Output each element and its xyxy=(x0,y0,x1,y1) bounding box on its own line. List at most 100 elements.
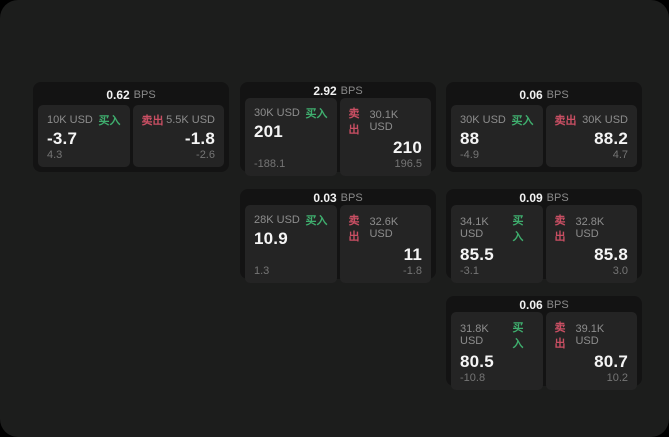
card-header: 0.06 BPS xyxy=(446,82,642,105)
sell-delta: 3.0 xyxy=(612,265,628,277)
buy-delta: 1.3 xyxy=(254,265,270,277)
sell-side-label: 卖出 xyxy=(348,108,360,136)
sell-side-label: 卖出 xyxy=(554,322,566,350)
sell-amount: 32.6K USD xyxy=(369,216,399,240)
buy-amount: 34.1K USD xyxy=(460,216,489,240)
card-header: 0.09 BPS xyxy=(446,189,642,205)
bps-unit-label: BPS xyxy=(546,299,569,311)
buy-tile[interactable]: 10K USD 买入 -3.7 4.3 xyxy=(38,105,130,167)
sell-price: 80.7 xyxy=(594,352,628,371)
buy-tile[interactable]: 30K USD 买入 201 -188.1 xyxy=(245,98,337,176)
sell-price: 88.2 xyxy=(594,129,628,148)
sell-side-label: 卖出 xyxy=(141,115,164,127)
sell-tile-header: 卖出 30.1K USD xyxy=(349,105,423,137)
bps-value: 0.09 xyxy=(519,191,543,205)
card-body: 31.8K USD 买入 80.5 -10.8 卖出 39.1K USD 80.… xyxy=(446,312,642,395)
bps-unit-label: BPS xyxy=(340,85,363,97)
sell-price: 85.8 xyxy=(594,245,628,264)
sell-amount: 30.1K USD xyxy=(369,109,399,133)
buy-side-label: 买入 xyxy=(98,115,121,127)
buy-delta: -10.8 xyxy=(460,372,486,384)
sell-amount: 32.8K USD xyxy=(575,216,605,240)
buy-delta: -3.1 xyxy=(460,265,479,277)
card-body: 30K USD 买入 201 -188.1 卖出 30.1K USD 210 1… xyxy=(240,98,436,181)
sell-delta: -2.6 xyxy=(196,149,215,161)
sell-tile-header: 卖出 30K USD xyxy=(555,112,629,128)
buy-side-label: 买入 xyxy=(512,322,524,350)
card-body: 34.1K USD 买入 85.5 -3.1 卖出 32.8K USD 85.8… xyxy=(446,205,642,288)
sell-tile[interactable]: 卖出 32.6K USD 11 -1.8 xyxy=(339,205,431,283)
buy-side-label: 买入 xyxy=(305,215,328,227)
sell-price: 210 xyxy=(393,138,422,157)
sell-amount: 30K USD xyxy=(582,114,628,126)
sell-tile[interactable]: 卖出 30.1K USD 210 196.5 xyxy=(339,98,431,176)
sell-tile-header: 卖出 32.8K USD xyxy=(555,212,629,244)
sell-delta: 196.5 xyxy=(394,158,422,170)
buy-tile-header: 30K USD 买入 xyxy=(460,112,534,128)
buy-tile-header: 31.8K USD 买入 xyxy=(460,319,534,351)
buy-tile[interactable]: 31.8K USD 买入 80.5 -10.8 xyxy=(451,312,543,390)
bps-value: 0.03 xyxy=(313,191,337,205)
quote-card: 2.92 BPS 30K USD 买入 201 -188.1 卖出 30.1K … xyxy=(240,82,436,176)
quote-card: 0.09 BPS 34.1K USD 买入 85.5 -3.1 卖出 32.8K… xyxy=(446,189,642,283)
quote-card: 0.06 BPS 30K USD 买入 88 -4.9 卖出 30K USD 8… xyxy=(446,82,642,172)
sell-tile-header: 卖出 32.6K USD xyxy=(349,212,423,244)
buy-tile-header: 34.1K USD 买入 xyxy=(460,212,534,244)
buy-side-label: 买入 xyxy=(512,215,524,243)
buy-delta: 4.3 xyxy=(47,149,63,161)
buy-price: 201 xyxy=(254,122,283,141)
bps-unit-label: BPS xyxy=(133,88,156,101)
card-header: 0.06 BPS xyxy=(446,296,642,312)
buy-amount: 30K USD xyxy=(460,114,506,126)
bps-unit-label: BPS xyxy=(546,192,569,204)
buy-amount: 30K USD xyxy=(254,107,300,119)
buy-price: 88 xyxy=(460,129,480,148)
sell-price: -1.8 xyxy=(184,129,215,148)
sell-tile-header: 卖出 39.1K USD xyxy=(555,319,629,351)
buy-tile-header: 28K USD 买入 xyxy=(254,212,328,228)
sell-side-label: 卖出 xyxy=(348,215,360,243)
bps-value: 0.62 xyxy=(106,87,130,102)
sell-side-label: 卖出 xyxy=(554,115,577,127)
quote-card: 0.03 BPS 28K USD 买入 10.9 1.3 卖出 32.6K US… xyxy=(240,189,436,283)
card-body: 28K USD 买入 10.9 1.3 卖出 32.6K USD 11 -1.8 xyxy=(240,205,436,288)
bps-unit-label: BPS xyxy=(340,192,363,204)
sell-tile[interactable]: 卖出 32.8K USD 85.8 3.0 xyxy=(545,205,637,283)
buy-price: 10.9 xyxy=(254,229,288,248)
sell-tile[interactable]: 卖出 30K USD 88.2 4.7 xyxy=(545,105,637,167)
sell-side-label: 卖出 xyxy=(554,215,566,243)
sell-price: 11 xyxy=(403,245,422,264)
buy-amount: 28K USD xyxy=(254,214,300,226)
buy-price: -3.7 xyxy=(47,129,78,148)
buy-price: 80.5 xyxy=(460,352,494,371)
buy-amount: 31.8K USD xyxy=(460,323,489,347)
buy-delta: -4.9 xyxy=(460,149,479,161)
card-body: 10K USD 买入 -3.7 4.3 卖出 5.5K USD -1.8 -2.… xyxy=(33,105,229,172)
buy-price: 85.5 xyxy=(460,245,494,264)
sell-delta: -1.8 xyxy=(403,265,422,277)
buy-tile-header: 10K USD 买入 xyxy=(47,112,121,128)
buy-tile[interactable]: 34.1K USD 买入 85.5 -3.1 xyxy=(451,205,543,283)
card-body: 30K USD 买入 88 -4.9 卖出 30K USD 88.2 4.7 xyxy=(446,105,642,172)
sell-delta: 4.7 xyxy=(612,149,628,161)
buy-side-label: 买入 xyxy=(305,108,328,120)
sell-amount: 39.1K USD xyxy=(575,323,605,347)
card-header: 0.62 BPS xyxy=(33,82,229,105)
card-header: 2.92 BPS xyxy=(240,82,436,98)
quote-card: 0.06 BPS 31.8K USD 买入 80.5 -10.8 卖出 39.1… xyxy=(446,296,642,390)
bps-value: 2.92 xyxy=(313,84,337,98)
sell-tile[interactable]: 卖出 5.5K USD -1.8 -2.6 xyxy=(132,105,224,167)
buy-side-label: 买入 xyxy=(511,115,534,127)
bps-unit-label: BPS xyxy=(546,88,569,101)
sell-tile[interactable]: 卖出 39.1K USD 80.7 10.2 xyxy=(545,312,637,390)
buy-tile[interactable]: 28K USD 买入 10.9 1.3 xyxy=(245,205,337,283)
buy-tile-header: 30K USD 买入 xyxy=(254,105,328,121)
bps-value: 0.06 xyxy=(519,87,543,102)
buy-delta: -188.1 xyxy=(254,158,286,170)
bps-value: 0.06 xyxy=(519,298,543,312)
sell-delta: 10.2 xyxy=(606,372,628,384)
buy-tile[interactable]: 30K USD 买入 88 -4.9 xyxy=(451,105,543,167)
sell-tile-header: 卖出 5.5K USD xyxy=(142,112,216,128)
buy-amount: 10K USD xyxy=(47,114,93,126)
